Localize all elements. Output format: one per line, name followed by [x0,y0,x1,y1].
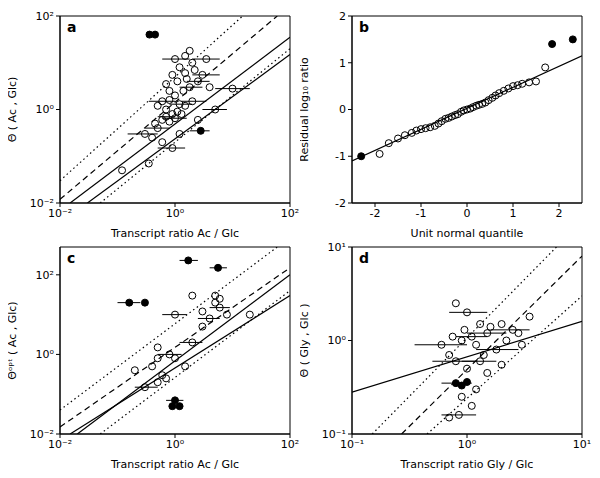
svg-text:10²: 10² [281,438,299,451]
svg-text:10⁻²: 10⁻² [30,197,54,210]
svg-text:10⁻¹: 10⁻¹ [322,428,346,441]
svg-text:Θ ( Gly , Glc ): Θ ( Gly , Glc ) [300,304,311,378]
svg-text:2: 2 [339,10,346,23]
svg-text:-1: -1 [335,150,346,163]
svg-text:10⁻²: 10⁻² [47,437,73,451]
html-text:b: b [359,19,369,35]
svg-text:10⁻²: 10⁻² [30,428,54,441]
html-text:c: c [67,250,76,266]
html-text:a: a [67,19,77,35]
svg-text:-2: -2 [335,197,346,210]
svg-text:10²: 10² [36,269,54,282]
svg-text:10¹: 10¹ [328,241,346,254]
svg-text:Unit normal quantile: Unit normal quantile [411,227,524,239]
svg-text:Transcript ratio Gly / Glc: Transcript ratio Gly / Glc [400,458,534,470]
svg-text:10⁻²: 10⁻² [47,206,73,220]
html-text:d: d [359,250,369,266]
svg-text:1: 1 [339,57,346,70]
svg-text:10⁰: 10⁰ [166,207,185,220]
svg-text:10⁰: 10⁰ [166,438,185,451]
svg-text:10⁰: 10⁰ [36,103,55,116]
svg-text:-2: -2 [370,207,381,220]
svg-text:10¹: 10¹ [573,438,591,451]
svg-text:Θ ( Ac , Glc): Θ ( Ac , Glc) [8,77,19,143]
svg-text:10⁰: 10⁰ [36,348,55,361]
svg-text:10⁻¹: 10⁻¹ [339,437,365,451]
svg-text:2: 2 [556,207,563,220]
svg-text:1: 1 [510,207,517,220]
svg-text:10⁰: 10⁰ [458,438,477,451]
svg-text:10⁰: 10⁰ [328,334,347,347]
svg-text:10²: 10² [36,10,54,23]
svg-text:Transcript ratio Ac / Glc: Transcript ratio Ac / Glc [110,227,239,239]
svg-text:-1: -1 [416,207,427,220]
svg-text:0: 0 [339,103,346,116]
svg-text:Transcript ratio Ac / Glc: Transcript ratio Ac / Glc [110,458,239,470]
svg-text:0: 0 [464,207,471,220]
svg-text:Residual log₁₀ ratio: Residual log₁₀ ratio [300,57,311,162]
svg-text:Θᵒᵖᵗ ( Ac , Glc): Θᵒᵖᵗ ( Ac , Glc) [8,301,19,379]
svg-text:10²: 10² [281,207,299,220]
